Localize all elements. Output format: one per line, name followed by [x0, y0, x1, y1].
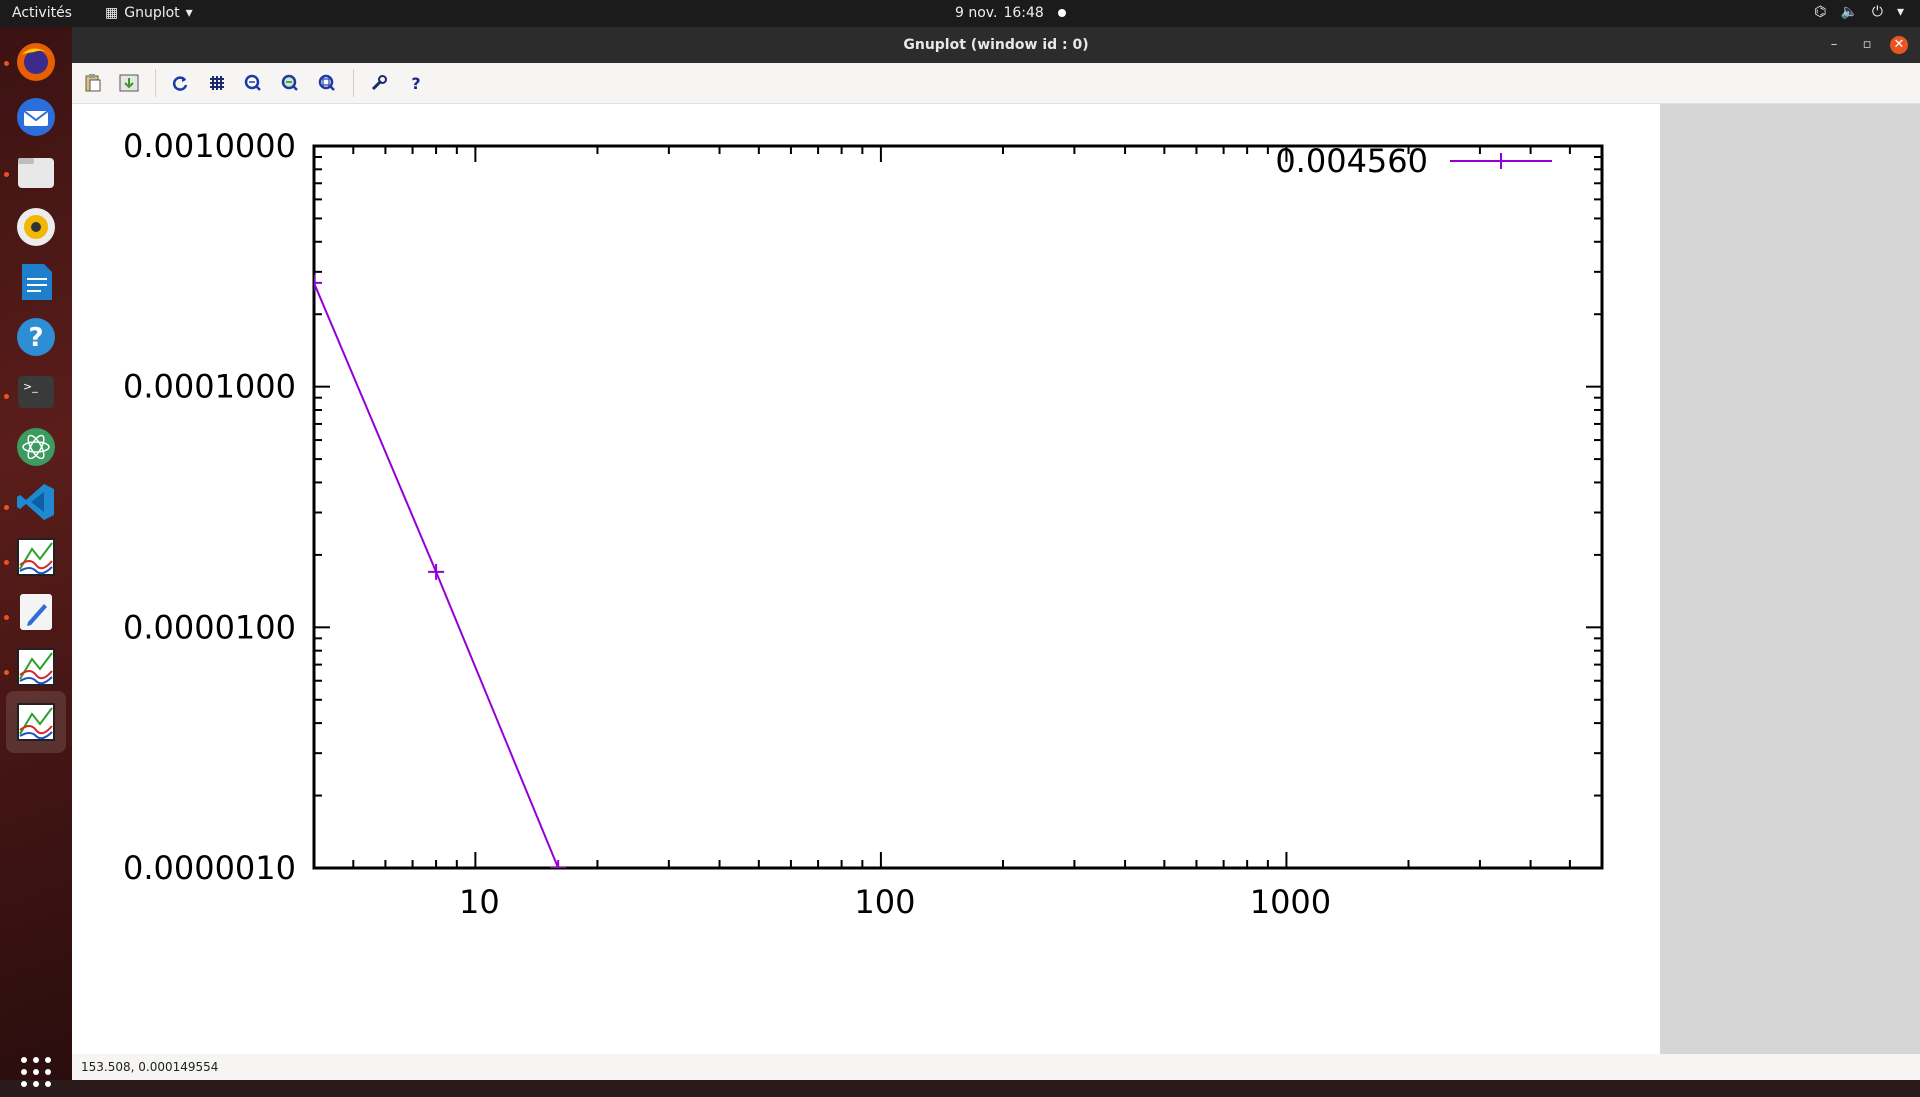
- running-indicator: [4, 61, 9, 66]
- volume-icon[interactable]: 🔈: [1840, 4, 1858, 20]
- svg-text:?: ?: [28, 323, 43, 353]
- app-menu-label: Gnuplot: [124, 5, 180, 21]
- running-indicator: [4, 615, 9, 620]
- x-tick-label: 1000: [1250, 883, 1331, 921]
- help-icon[interactable]: ?: [11, 312, 61, 362]
- activities-button[interactable]: Activités: [12, 5, 72, 21]
- maximize-button[interactable]: ▫: [1862, 37, 1872, 52]
- files-icon[interactable]: [11, 147, 61, 197]
- writer-icon[interactable]: [11, 257, 61, 307]
- window-title: Gnuplot (window id : 0): [903, 37, 1089, 53]
- legend-label: 0.004560: [1275, 142, 1428, 180]
- status-bar: 153.508, 0.000149554: [72, 1054, 1920, 1080]
- gnuplot-icon[interactable]: [6, 691, 66, 753]
- print-icon[interactable]: [117, 71, 141, 95]
- zoom-autoscale-icon[interactable]: [315, 71, 339, 95]
- y-tick-label: 0.0010000: [123, 127, 296, 165]
- close-button[interactable]: ✕: [1890, 36, 1908, 54]
- notification-dot-icon: [1057, 9, 1066, 17]
- top-bar: Activités ▦ Gnuplot ▾ 9 nov. 16:48 ⌬ 🔈 ⏻…: [0, 0, 1920, 27]
- y-tick-label: 0.0000010: [123, 849, 296, 887]
- toolbar-separator: [353, 69, 354, 97]
- firefox-icon[interactable]: [11, 37, 61, 87]
- gnuplot-icon[interactable]: [11, 642, 61, 692]
- settings-icon[interactable]: [367, 71, 391, 95]
- show-apps-icon[interactable]: [11, 1047, 61, 1097]
- running-indicator: [4, 505, 9, 510]
- y-tick-label: 0.0001000: [123, 368, 296, 406]
- gnuplot-icon[interactable]: [11, 532, 61, 582]
- x-tick-label: 100: [854, 883, 915, 921]
- text-editor-icon[interactable]: [11, 587, 61, 637]
- plot-border: [312, 144, 1604, 870]
- running-indicator: [4, 560, 9, 565]
- clock-date: 9 nov.: [955, 5, 998, 21]
- clock-time: 16:48: [1003, 5, 1044, 21]
- data-point: [428, 563, 445, 580]
- replot-icon[interactable]: [168, 71, 192, 95]
- app-menu[interactable]: ▦ Gnuplot ▾: [105, 5, 193, 21]
- zoom-previous-icon[interactable]: [241, 71, 265, 95]
- window-titlebar[interactable]: Gnuplot (window id : 0) – ▫ ✕: [72, 27, 1920, 63]
- data-point: [550, 860, 567, 868]
- y-tick-label: 0.0000100: [123, 608, 296, 646]
- svg-text:>_: >_: [23, 380, 38, 393]
- toolbar: ?: [72, 63, 1920, 104]
- data-point: [314, 274, 322, 291]
- line-chart: 0.0000010 0.0000100 0.0001000 0.0010000 10 10…: [123, 127, 1604, 921]
- legend-marker: [1493, 153, 1509, 169]
- rhythmbox-icon[interactable]: [11, 202, 61, 252]
- zoom-next-icon[interactable]: [278, 71, 302, 95]
- copy-icon[interactable]: [81, 71, 105, 95]
- running-indicator: [4, 670, 9, 675]
- dock: ? >_: [0, 27, 72, 1087]
- running-indicator: [4, 394, 9, 399]
- gnuplot-app-icon: ▦: [105, 5, 119, 21]
- minimize-button[interactable]: –: [1830, 37, 1838, 52]
- network-icon[interactable]: ⌬: [1814, 4, 1827, 20]
- svg-text:?: ?: [411, 74, 420, 92]
- chevron-down-icon[interactable]: ▾: [1896, 4, 1904, 20]
- vscode-icon[interactable]: [11, 477, 61, 527]
- system-tray[interactable]: ⌬ 🔈 ⏻ ▾: [1814, 4, 1904, 20]
- atom-icon[interactable]: [11, 422, 61, 472]
- running-indicator: [4, 172, 9, 177]
- toolbar-separator: [155, 69, 156, 97]
- clock[interactable]: 9 nov. 16:48: [955, 5, 1066, 21]
- help-icon[interactable]: ?: [404, 71, 428, 95]
- x-tick-label: 10: [459, 883, 500, 921]
- power-icon[interactable]: ⏻: [1871, 4, 1883, 20]
- legend: 0.004560: [1275, 142, 1552, 180]
- gnuplot-window: Gnuplot (window id : 0) – ▫ ✕: [72, 27, 1920, 1080]
- plot-canvas[interactable]: 0.0000010 0.0000100 0.0001000 0.0010000 10 10…: [72, 104, 1660, 1054]
- terminal-icon[interactable]: >_: [11, 367, 61, 417]
- empty-pane: [1660, 104, 1920, 1054]
- mouse-coordinates: 153.508, 0.000149554: [81, 1060, 219, 1074]
- grid-icon[interactable]: [205, 71, 229, 95]
- chevron-down-icon: ▾: [185, 5, 193, 21]
- thunderbird-icon[interactable]: [11, 92, 61, 142]
